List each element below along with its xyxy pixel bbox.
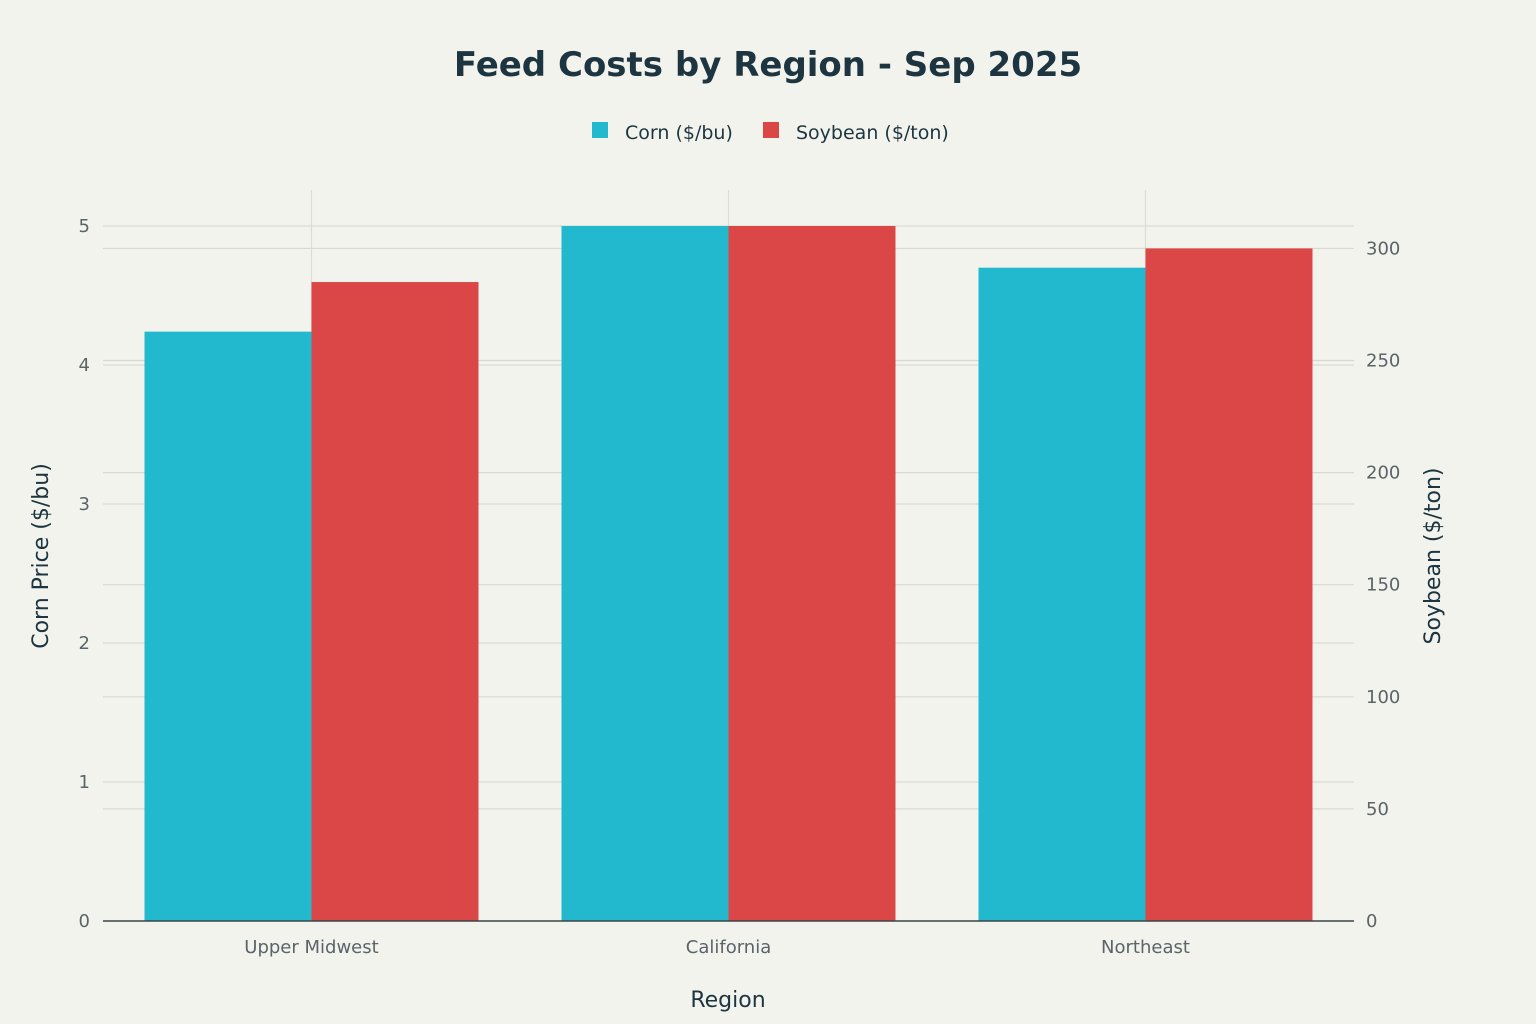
bar-soybean — [728, 226, 896, 921]
bar-corn — [144, 331, 312, 921]
y-axis-title-left: Corn Price ($/bu) — [29, 463, 54, 649]
legend-swatch-soybean — [763, 122, 779, 138]
legend: Corn ($/bu) Soybean ($/ton) — [592, 122, 949, 144]
legend-swatch-corn — [592, 122, 608, 138]
x-axis-title: Region — [690, 988, 765, 1013]
y-tick-label-left: 1 — [79, 772, 90, 793]
y-tick-label-right: 50 — [1366, 799, 1389, 820]
y-tick-label-right: 250 — [1366, 351, 1400, 372]
y-tick-label-left: 4 — [79, 355, 90, 376]
x-tick-label: Northeast — [1101, 937, 1190, 958]
y-axis-title-right: Soybean ($/ton) — [1421, 468, 1446, 645]
legend-label-soybean: Soybean ($/ton) — [796, 122, 949, 144]
y-tick-label-left: 3 — [79, 494, 90, 515]
y-tick-label-left: 0 — [79, 911, 90, 932]
y-tick-label-left: 2 — [79, 633, 90, 654]
y-tick-label-right: 200 — [1366, 463, 1400, 484]
legend-label-corn: Corn ($/bu) — [625, 122, 733, 144]
bar-corn — [561, 226, 729, 921]
bars-layer — [144, 226, 1313, 921]
chart-title: Feed Costs by Region - Sep 2025 — [454, 45, 1082, 85]
bar-corn — [978, 267, 1146, 921]
y-tick-label-right: 0 — [1366, 911, 1377, 932]
y-tick-label-right: 100 — [1366, 687, 1400, 708]
x-tick-label: California — [686, 937, 771, 958]
y-tick-label-right: 150 — [1366, 575, 1400, 596]
y-tick-label-left: 5 — [79, 216, 90, 237]
bar-soybean — [1145, 248, 1313, 921]
y-tick-label-right: 300 — [1366, 238, 1400, 259]
x-tick-label: Upper Midwest — [244, 937, 378, 958]
bar-soybean — [311, 282, 479, 921]
